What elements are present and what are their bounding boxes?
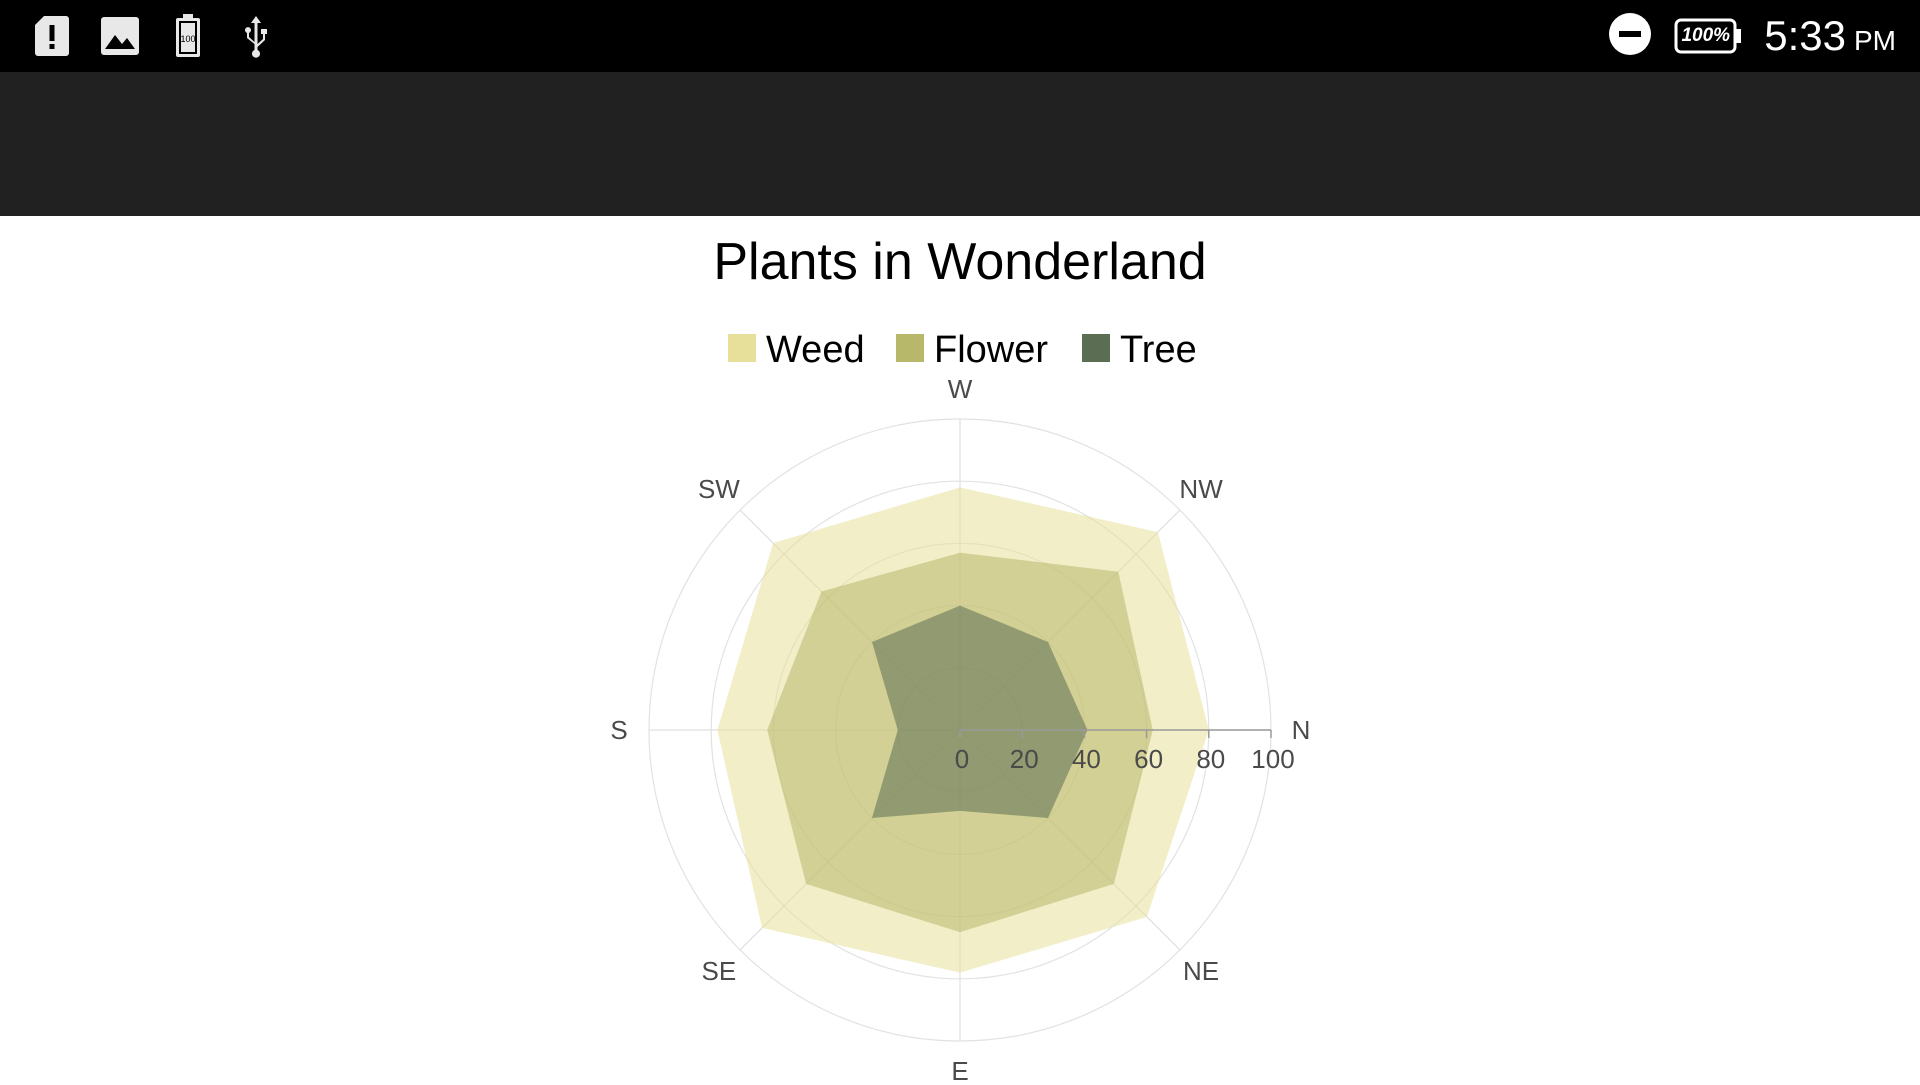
do-not-disturb-icon (1608, 12, 1652, 61)
direction-label-ne: NE (1183, 956, 1219, 986)
radial-tick-label: 40 (1072, 744, 1101, 774)
battery-percent-icon: 100% (1674, 18, 1742, 54)
series-area-tree (872, 605, 1088, 818)
radial-tick-label: 20 (1010, 744, 1039, 774)
legend-swatch-flower (896, 334, 924, 362)
direction-label-nw: NW (1179, 474, 1223, 504)
radial-tick-label: 0 (955, 744, 969, 774)
battery-percent-label: 100% (1681, 25, 1731, 46)
chart-title: Plants in Wonderland (713, 233, 1206, 291)
usb-icon (232, 14, 280, 58)
clock-ampm: PM (1854, 25, 1896, 56)
clock-time: 5:33 (1764, 12, 1846, 59)
status-bar: 100 100% 5:33 PM (0, 0, 1920, 72)
direction-label-sw: SW (698, 474, 740, 504)
legend-swatch-tree (1082, 334, 1110, 362)
legend: Weed Flower Tree (728, 329, 1197, 371)
image-icon (96, 14, 144, 58)
system-icons: 100% 5:33 PM (1608, 0, 1896, 72)
action-bar (0, 72, 1920, 216)
chart-area: Plants in Wonderland Weed Flower Tree 0 20 4… (0, 216, 1920, 1085)
notification-icons: 100 (28, 14, 280, 58)
battery-100-icon: 100 (164, 14, 212, 58)
legend-label-tree: Tree (1120, 329, 1197, 371)
svg-text:100: 100 (180, 34, 195, 44)
direction-label-w: W (948, 374, 973, 404)
direction-label-s: S (610, 715, 627, 745)
legend-swatch-weed (728, 334, 756, 362)
clock: 5:33 PM (1764, 12, 1896, 60)
radial-tick-label: 100 (1251, 744, 1294, 774)
legend-label-weed: Weed (766, 329, 865, 371)
direction-label-n: N (1292, 715, 1311, 745)
sd-card-alert-icon (28, 14, 76, 58)
polar-chart: Plants in Wonderland Weed Flower Tree 0 20 4… (610, 233, 1311, 1085)
radial-tick-label: 80 (1196, 744, 1225, 774)
legend-label-flower: Flower (934, 329, 1048, 371)
direction-label-e: E (951, 1056, 968, 1080)
direction-label-se: SE (702, 956, 737, 986)
radial-tick-label: 60 (1134, 744, 1163, 774)
